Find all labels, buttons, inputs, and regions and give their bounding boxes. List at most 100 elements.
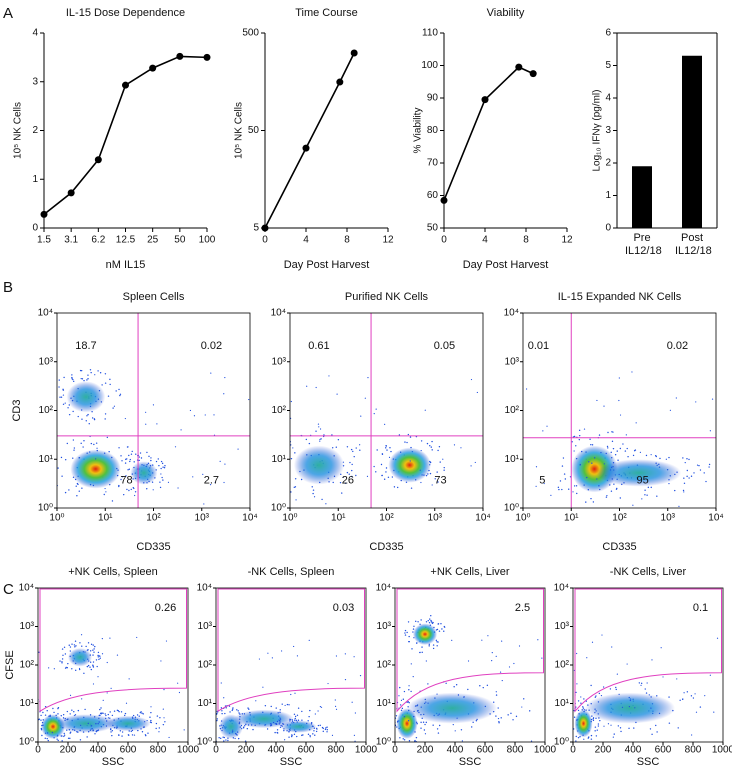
y-tick-label: 10⁴ bbox=[19, 583, 34, 594]
event-dot bbox=[93, 648, 95, 650]
event-dot bbox=[481, 639, 483, 641]
event-dot bbox=[288, 704, 290, 706]
event-dot bbox=[134, 491, 137, 493]
plot-area bbox=[395, 614, 543, 744]
event-dot bbox=[92, 666, 95, 668]
event-dot bbox=[366, 475, 369, 477]
event-dot bbox=[500, 717, 502, 719]
x-tick-label: 800 bbox=[685, 745, 702, 756]
event-dot bbox=[47, 739, 49, 742]
event-dot bbox=[165, 640, 168, 642]
event-dot bbox=[72, 410, 74, 413]
event-dot bbox=[98, 655, 100, 657]
y-tick-label: 50 bbox=[248, 125, 260, 136]
gate-percentage: 2.5 bbox=[515, 602, 530, 614]
event-dot bbox=[64, 402, 66, 404]
event-dot bbox=[131, 450, 133, 453]
event-dot bbox=[113, 405, 115, 407]
x-axis-label: CD335 bbox=[602, 541, 636, 553]
event-dot bbox=[390, 450, 392, 453]
event-dot bbox=[60, 396, 63, 398]
event-dot bbox=[327, 682, 329, 685]
event-dot bbox=[467, 688, 469, 691]
event-dot bbox=[452, 724, 454, 726]
x-tick-label: 400 bbox=[625, 745, 642, 756]
density-blob bbox=[388, 447, 431, 483]
event-dot bbox=[470, 378, 473, 381]
event-dot bbox=[413, 743, 414, 744]
event-dot bbox=[315, 430, 317, 432]
event-dot bbox=[577, 709, 580, 712]
event-dot bbox=[407, 720, 410, 722]
y-tick-label: 10¹ bbox=[505, 454, 520, 465]
event-dot bbox=[319, 438, 321, 441]
event-dot bbox=[606, 445, 609, 448]
x-axis-label: Day Post Harvest bbox=[463, 259, 549, 271]
event-dot bbox=[461, 740, 463, 742]
event-dot bbox=[335, 708, 338, 710]
event-dot bbox=[632, 504, 634, 506]
event-dot bbox=[640, 684, 642, 686]
event-dot bbox=[264, 705, 267, 707]
event-dot bbox=[85, 645, 87, 648]
event-dot bbox=[41, 734, 43, 737]
x-tick-label: 200 bbox=[417, 745, 434, 756]
event-dot bbox=[510, 712, 512, 715]
event-dot bbox=[296, 735, 298, 738]
plot-area bbox=[57, 369, 250, 505]
x-tick-label: 10⁰ bbox=[49, 513, 64, 524]
event-dot bbox=[474, 461, 476, 464]
event-dot bbox=[59, 660, 61, 662]
event-dot bbox=[646, 682, 648, 684]
event-dot bbox=[679, 699, 681, 701]
event-dot bbox=[443, 625, 445, 628]
event-dot bbox=[579, 743, 580, 744]
event-dot bbox=[293, 733, 296, 736]
event-dot bbox=[142, 713, 144, 715]
density-blob bbox=[66, 381, 106, 413]
event-dot bbox=[306, 385, 308, 387]
event-dot bbox=[437, 623, 439, 625]
event-dot bbox=[690, 695, 693, 697]
event-dot bbox=[247, 707, 249, 709]
event-dot bbox=[437, 449, 439, 452]
event-dot bbox=[79, 642, 81, 644]
y-tick-label: 10⁰ bbox=[197, 737, 212, 748]
event-dot bbox=[404, 441, 406, 443]
event-dot bbox=[437, 641, 439, 643]
event-dot bbox=[351, 475, 353, 478]
event-dot bbox=[129, 460, 131, 463]
event-dot bbox=[437, 732, 440, 734]
event-dot bbox=[432, 644, 435, 646]
event-dot bbox=[628, 727, 630, 730]
event-dot bbox=[64, 653, 67, 655]
density-blob bbox=[70, 449, 121, 489]
event-dot bbox=[125, 458, 127, 461]
event-dot bbox=[676, 678, 678, 680]
event-dot bbox=[364, 397, 366, 399]
y-tick-label: 90 bbox=[427, 93, 439, 104]
event-dot bbox=[69, 646, 72, 648]
event-dot bbox=[138, 459, 140, 462]
y-tick-label: 500 bbox=[242, 28, 259, 39]
y-tick-label: 5 bbox=[253, 223, 259, 234]
event-dot bbox=[328, 375, 330, 377]
event-dot bbox=[384, 447, 387, 449]
event-dot bbox=[641, 498, 643, 500]
density-blob bbox=[596, 459, 682, 487]
event-dot bbox=[393, 486, 396, 488]
event-dot bbox=[408, 635, 410, 638]
event-dot bbox=[97, 656, 99, 658]
event-dot bbox=[92, 661, 95, 663]
event-dot bbox=[420, 727, 422, 729]
event-dot bbox=[150, 706, 152, 708]
event-dot bbox=[491, 660, 493, 662]
x-tick-label: 600 bbox=[655, 745, 672, 756]
event-dot bbox=[571, 441, 573, 443]
event-dot bbox=[435, 639, 438, 642]
event-dot bbox=[124, 712, 127, 715]
event-dot bbox=[422, 721, 425, 723]
event-dot bbox=[391, 476, 394, 478]
event-dot bbox=[67, 737, 70, 740]
event-dot bbox=[436, 645, 438, 647]
